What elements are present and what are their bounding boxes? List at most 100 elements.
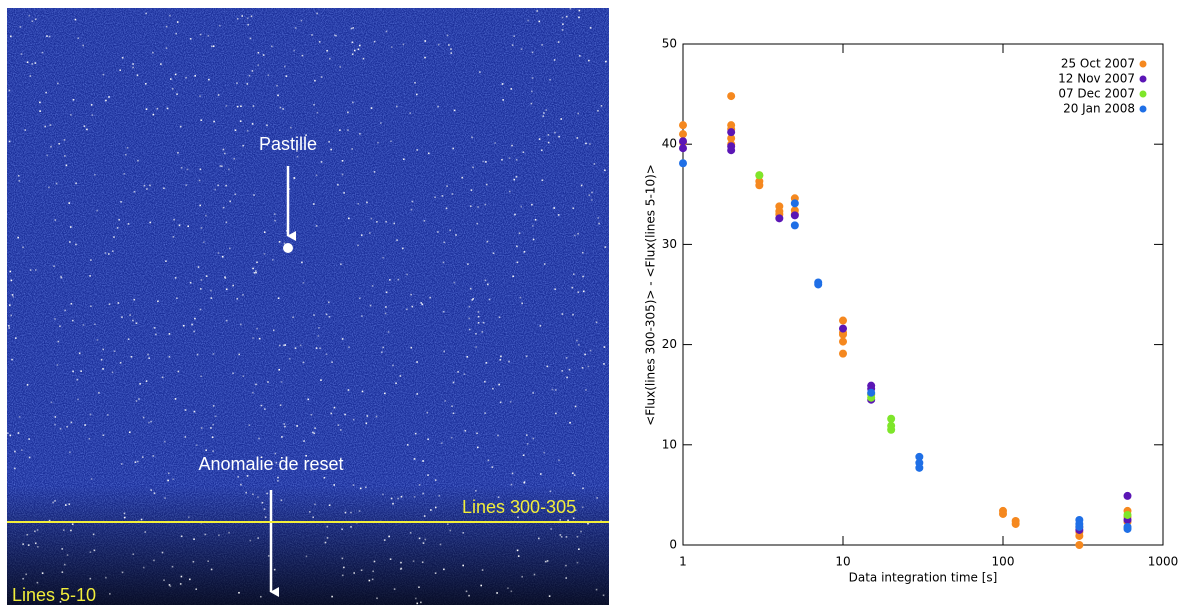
hot-pixel xyxy=(180,535,183,538)
hot-pixel xyxy=(512,275,514,278)
hot-pixel xyxy=(52,501,54,504)
hot-pixel xyxy=(384,312,387,315)
hot-pixel xyxy=(132,66,134,69)
hot-pixel xyxy=(559,519,562,521)
hot-pixel xyxy=(474,489,477,492)
point xyxy=(839,316,847,325)
hot-pixel xyxy=(502,99,504,101)
hot-pixel xyxy=(22,577,24,580)
hot-pixel xyxy=(171,87,174,90)
hot-pixel xyxy=(8,304,11,306)
hot-pixel xyxy=(327,301,330,304)
x-tick-label: 1 xyxy=(679,555,687,569)
hot-pixel xyxy=(199,168,202,171)
hot-pixel xyxy=(276,84,278,87)
hot-pixel xyxy=(46,35,48,37)
hot-pixel xyxy=(484,380,486,383)
hot-pixel xyxy=(278,241,281,243)
hot-pixel xyxy=(111,371,114,374)
hot-pixel xyxy=(578,344,580,346)
hot-pixel xyxy=(145,380,148,382)
hot-pixel xyxy=(302,361,305,364)
hot-pixel xyxy=(341,574,344,577)
hot-pixel xyxy=(212,45,215,47)
point xyxy=(679,130,687,139)
hot-pixel xyxy=(469,205,472,208)
hot-pixel xyxy=(170,78,172,80)
hot-pixel xyxy=(577,112,579,115)
hot-pixel xyxy=(141,456,144,458)
hot-pixel xyxy=(15,337,17,339)
hot-pixel xyxy=(193,538,195,540)
hot-pixel xyxy=(383,539,386,541)
detector-image: Pastille Anomalie de reset Lines 300-305… xyxy=(7,8,609,605)
hot-pixel xyxy=(472,166,474,169)
hot-pixel xyxy=(602,594,605,597)
hot-pixel xyxy=(242,375,245,377)
hot-pixel xyxy=(245,491,247,494)
hot-pixel xyxy=(9,270,12,273)
hot-pixel xyxy=(576,535,579,538)
hot-pixel xyxy=(420,302,423,304)
hot-pixel xyxy=(324,541,327,544)
point xyxy=(775,214,784,223)
y-tick-label: 10 xyxy=(662,437,677,451)
hot-pixel xyxy=(547,141,550,144)
hot-pixel xyxy=(577,291,580,293)
hot-pixel xyxy=(418,537,421,540)
hot-pixel xyxy=(174,277,177,279)
hot-pixel xyxy=(484,279,487,282)
hot-pixel xyxy=(402,43,405,46)
point xyxy=(679,137,687,146)
hot-pixel xyxy=(191,323,193,326)
hot-pixel xyxy=(54,318,56,320)
hot-pixel xyxy=(377,141,379,144)
hot-pixel xyxy=(119,362,122,364)
hot-pixel xyxy=(589,349,592,352)
image-fade xyxy=(7,8,609,605)
hot-pixel xyxy=(477,322,480,324)
hot-pixel xyxy=(200,119,202,122)
hot-pixel xyxy=(343,192,345,194)
hot-pixel xyxy=(68,503,71,506)
hot-pixel xyxy=(123,173,126,175)
hot-pixel xyxy=(443,241,446,244)
hot-pixel xyxy=(133,298,136,301)
hot-pixel xyxy=(406,273,408,276)
hot-pixel xyxy=(371,285,374,287)
hot-pixel xyxy=(551,388,554,391)
hot-pixel xyxy=(420,601,422,604)
hot-pixel xyxy=(326,49,328,52)
hot-pixel xyxy=(88,437,91,440)
hot-pixel xyxy=(69,451,71,454)
hot-pixel xyxy=(333,484,335,486)
hot-pixel xyxy=(508,360,510,363)
hot-pixel xyxy=(41,51,44,54)
hot-pixel xyxy=(61,571,64,573)
hot-pixel xyxy=(520,48,523,50)
hot-pixel xyxy=(350,27,353,30)
hot-pixel xyxy=(560,536,563,538)
hot-pixel xyxy=(283,242,286,245)
hot-pixel xyxy=(144,82,147,85)
hot-pixel xyxy=(161,376,164,379)
hot-pixel xyxy=(76,378,79,381)
hot-pixel xyxy=(313,103,315,106)
legend-marker xyxy=(1139,90,1147,98)
hot-pixel xyxy=(288,188,291,190)
hot-pixel xyxy=(7,432,9,434)
hot-pixel xyxy=(256,327,258,330)
hot-pixel xyxy=(17,174,20,177)
hot-pixel xyxy=(390,497,393,500)
hot-pixel xyxy=(192,560,195,563)
hot-pixel xyxy=(360,569,363,572)
hot-pixel xyxy=(290,126,292,129)
hot-pixel xyxy=(538,20,541,23)
hot-pixel xyxy=(486,240,489,243)
hot-pixel xyxy=(348,217,350,220)
hot-pixel xyxy=(264,516,267,518)
hot-pixel xyxy=(465,590,468,593)
hot-pixel xyxy=(8,325,10,327)
hot-pixel xyxy=(384,392,386,395)
hot-pixel xyxy=(315,174,318,177)
